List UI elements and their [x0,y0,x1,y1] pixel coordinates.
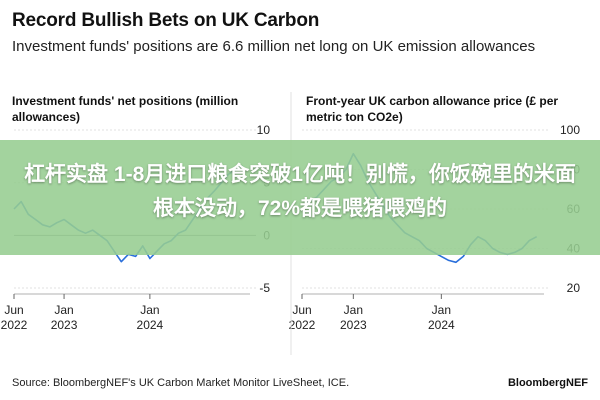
x-tick-label-year: 2022 [1,318,28,332]
left-panel-title: Investment funds' net positions (million… [12,94,239,124]
x-tick-label-year: 2024 [137,318,164,332]
brand-logo: BloombergNEF [507,377,588,389]
overlay-banner-text: 杠杆实盘 1-8月进口粮食突破1亿吨！别慌，你饭碗里的米面根本没动，72%都是喂… [24,163,576,220]
right-panel-title: Front-year UK carbon allowance price (£ … [306,94,559,124]
chart-subtitle: Investment funds' positions are 6.6 mill… [12,38,536,55]
y-tick-label: 10 [257,123,271,137]
overlay-banner [0,140,600,255]
y-tick-label: 20 [567,281,581,295]
y-tick-label: 100 [560,123,580,137]
x-tick-label-year: 2024 [428,318,455,332]
x-tick-label-month: Jun [4,303,23,317]
source-note: Source: BloombergNEF's UK Carbon Market … [12,377,350,389]
x-tick-label-month: Jun [292,303,311,317]
x-tick-label-month: Jan [54,303,73,317]
chart-title: Record Bullish Bets on UK Carbon [12,10,320,31]
x-tick-label-month: Jan [140,303,159,317]
x-tick-label-year: 2023 [340,318,367,332]
y-tick-label: -5 [259,281,270,295]
x-tick-label-year: 2022 [289,318,316,332]
x-tick-label-year: 2023 [51,318,78,332]
x-tick-label-month: Jan [344,303,363,317]
x-tick-label-month: Jan [432,303,451,317]
